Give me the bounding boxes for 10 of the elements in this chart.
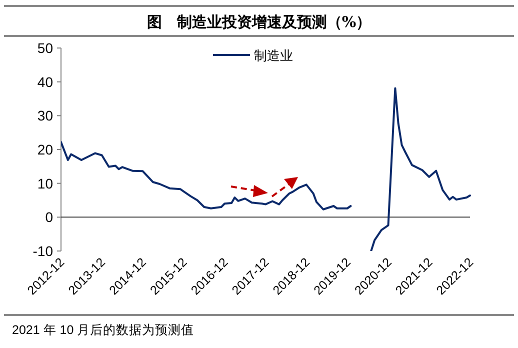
y-tick-label: 50 (37, 40, 54, 56)
y-tick-label: 0 (45, 209, 54, 226)
text: 2021 年 10 月后的数据为预测值 (12, 323, 194, 337)
y-tick-label: 10 (37, 175, 54, 192)
y-tick-label: -10 (32, 243, 54, 259)
y-tick-label: 30 (37, 108, 54, 124)
chart-title: 图 制造业投资增速及预测（%） (146, 13, 372, 31)
y-tick-label: 20 (37, 142, 54, 158)
y-tick-label: 40 (37, 74, 54, 90)
legend-label: 制造业 (254, 48, 293, 63)
